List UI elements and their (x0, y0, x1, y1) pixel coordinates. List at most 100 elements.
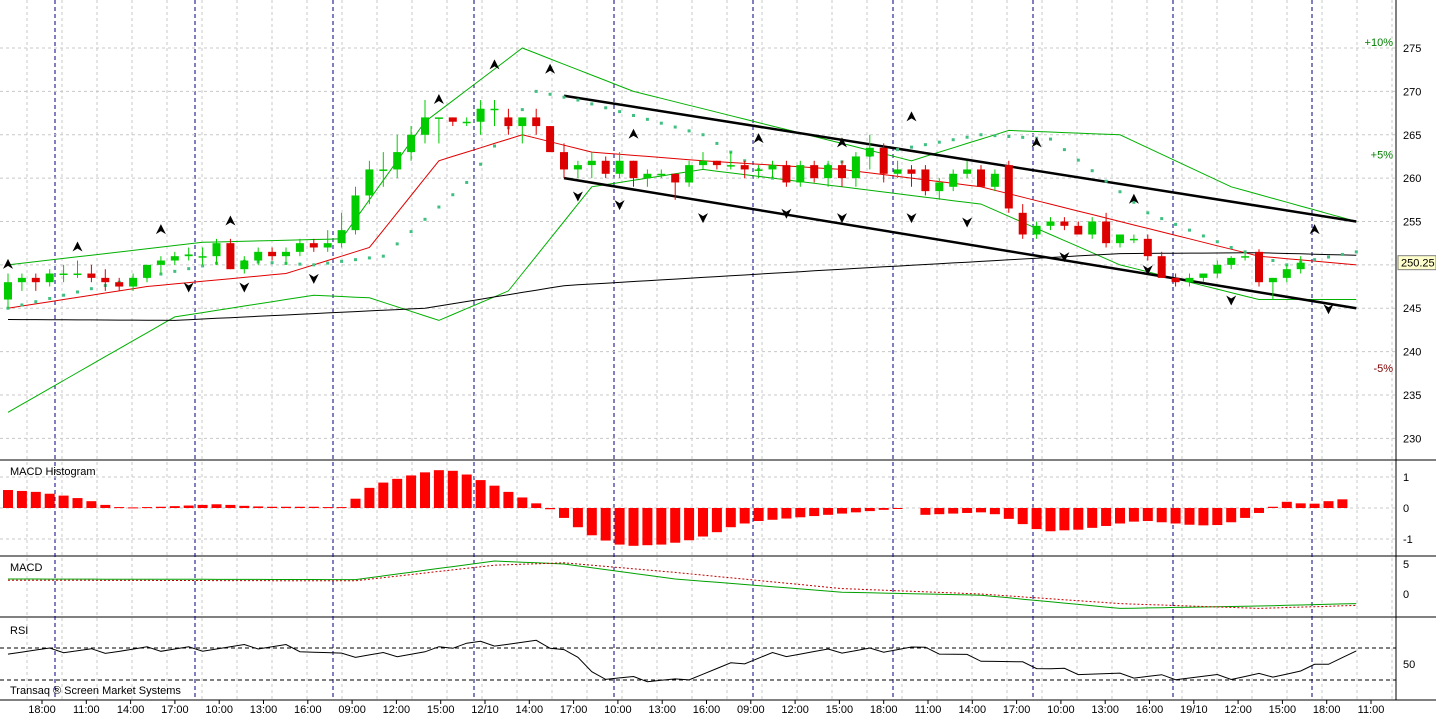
sar-dot (187, 267, 191, 271)
histogram-bar (642, 508, 653, 546)
macd-tick-label: 0 (1403, 589, 1409, 601)
histogram-bar (1295, 503, 1306, 508)
histogram-bar (962, 508, 973, 513)
current-price-label: 250.25 (1401, 258, 1435, 270)
histogram-bar (100, 504, 111, 508)
price-tick-label: 260 (1403, 173, 1421, 185)
price-tick-label: 270 (1403, 86, 1421, 98)
histogram-bar (809, 508, 820, 517)
sar-dot (20, 303, 24, 307)
candle-body (893, 169, 902, 174)
candle-body (921, 169, 930, 192)
candle-body (685, 165, 694, 183)
percent-label: +5% (1371, 150, 1394, 162)
histogram-bar (1073, 508, 1084, 530)
candle-body (907, 169, 916, 174)
candle-body (1032, 225, 1041, 235)
sar-dot (1160, 217, 1164, 221)
candle-body (45, 273, 54, 283)
histogram-bar (1003, 508, 1014, 519)
sar-dot (270, 261, 274, 265)
sar-dot (1146, 211, 1150, 215)
histogram-bar (392, 478, 403, 508)
candle-body (282, 251, 290, 257)
candle-body (434, 117, 443, 119)
candle-body (1157, 256, 1166, 278)
histogram-bar (1087, 508, 1098, 528)
candle-body (1129, 238, 1138, 241)
sar-dot (645, 117, 649, 121)
candle-body (1143, 238, 1152, 257)
histogram-bar (433, 470, 444, 508)
candle-body (865, 147, 874, 157)
histogram-bar (559, 508, 569, 518)
trend-channel-line-1 (563, 176, 1357, 310)
sar-dot (1104, 179, 1108, 183)
candle-body (560, 152, 568, 170)
ema-line (7, 134, 1357, 309)
histogram-bar (823, 508, 834, 515)
price-tick-label: 230 (1403, 433, 1421, 445)
sar-dot (367, 256, 371, 260)
sar-dot (1174, 222, 1178, 226)
sar-dot (159, 272, 163, 276)
fractal-up-marker (1031, 137, 1042, 148)
percent-label: +10% (1365, 37, 1394, 49)
time-tick-label: 15:00 (826, 704, 854, 715)
histogram-bar (86, 501, 97, 508)
sar-dot (604, 106, 608, 110)
sar-dot (520, 108, 524, 112)
fractal-down-marker (572, 191, 583, 202)
histogram-bar (350, 498, 361, 508)
candle-body (1004, 165, 1013, 209)
sar-dot (1062, 148, 1066, 152)
histogram-bar (767, 508, 778, 520)
fractal-down-marker (1323, 304, 1334, 315)
fractal-down-marker (962, 217, 973, 228)
sar-dot (423, 217, 427, 221)
candle-body (573, 165, 582, 170)
time-tick-label: 10:00 (1047, 704, 1075, 715)
histogram-bar (1212, 508, 1223, 526)
candles (4, 100, 1305, 309)
histogram-bar (294, 506, 305, 508)
sar-dot (659, 121, 663, 125)
candle-body (1018, 212, 1027, 235)
candle-body (240, 260, 249, 270)
sar-dot (1118, 190, 1122, 194)
sar-dot (1313, 258, 1317, 262)
histogram-bar (128, 507, 139, 509)
histogram-bar (698, 508, 708, 537)
candle-body (351, 195, 360, 231)
histogram-bar (864, 508, 875, 512)
price-tick-label: 235 (1403, 390, 1421, 402)
sma-long-line (7, 252, 1357, 321)
sar-dot (1354, 250, 1358, 254)
sar-dot (479, 162, 483, 166)
time-tick-label: 18:00 (1313, 704, 1341, 715)
candle-body (629, 160, 638, 179)
sar-dot (590, 102, 594, 106)
histogram-bar (517, 497, 528, 508)
histogram-bar (837, 508, 847, 514)
candle-body (1282, 269, 1291, 278)
candle-body (1255, 251, 1263, 283)
fractal-up-marker (1309, 224, 1320, 235)
sar-dot (354, 258, 357, 262)
histogram-bar (656, 508, 667, 545)
fractal-up-marker (72, 241, 83, 252)
histogram-bar (225, 504, 236, 508)
fractal-down-marker (781, 208, 792, 219)
fractal-down-marker (1059, 252, 1070, 263)
histogram-bar (1128, 508, 1139, 522)
candle-body (1074, 225, 1083, 235)
sar-dot (951, 138, 955, 142)
macd-line (8, 560, 1357, 609)
watermark-text: Transaq ® Screen Market Systems (10, 685, 181, 697)
time-tick-label: 19/10 (1180, 704, 1208, 715)
candle-body (490, 108, 499, 111)
candle-body (379, 169, 388, 171)
histogram-bar (58, 495, 69, 508)
